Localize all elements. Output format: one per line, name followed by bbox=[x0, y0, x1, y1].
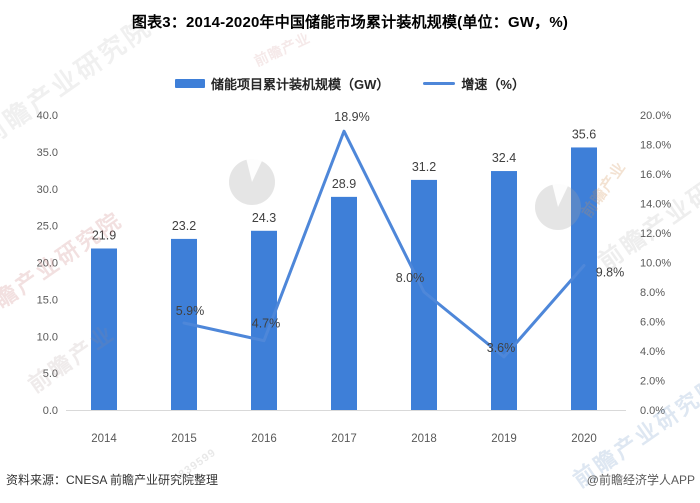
growth-rate-line bbox=[182, 129, 586, 359]
left-axis-tick-label: 10.0 bbox=[37, 331, 58, 343]
right-axis-tick-label: 2.0% bbox=[640, 376, 665, 388]
x-axis-label-2018: 2018 bbox=[411, 433, 437, 445]
x-axis-label-2014: 2014 bbox=[91, 433, 117, 445]
bar-label-2020: 35.6 bbox=[572, 127, 596, 141]
credit: @前瞻经济学人APP bbox=[586, 473, 695, 487]
left-axis-tick-label: 30.0 bbox=[37, 184, 58, 196]
bar-2017 bbox=[331, 196, 357, 410]
legend-item-growth-rate: 增速（%） bbox=[423, 74, 525, 93]
bar-label-2018: 31.2 bbox=[412, 160, 436, 174]
footer: 资料来源：CNESA 前瞻产业研究院整理 @前瞻经济学人APP bbox=[0, 471, 700, 488]
left-axis-tick-label: 40.0 bbox=[37, 110, 58, 122]
left-axis-tick-label: 35.0 bbox=[37, 147, 58, 159]
bar-label-2014: 21.9 bbox=[92, 228, 116, 242]
left-axis-tick-label: 5.0 bbox=[43, 368, 58, 380]
right-axis-tick-label: 18.0% bbox=[640, 140, 671, 152]
line-label-2015: 5.9% bbox=[176, 304, 205, 318]
left-axis-tick-label: 15.0 bbox=[37, 294, 58, 306]
left-axis-tick-label: 0.0 bbox=[43, 405, 58, 417]
right-axis-tick-label: 8.0% bbox=[640, 287, 665, 299]
bar-series-swatch-icon bbox=[175, 79, 206, 88]
legend-item-installed-capacity: 储能项目累计装机规模（GW） bbox=[175, 74, 389, 93]
bar-label-2019: 32.4 bbox=[492, 151, 516, 165]
legend: 储能项目累计装机规模（GW） 增速（%） bbox=[0, 74, 700, 93]
bar-label-2017: 28.9 bbox=[332, 177, 356, 191]
right-axis-tick-label: 4.0% bbox=[640, 346, 665, 358]
left-axis-tick-label: 20.0 bbox=[37, 258, 58, 270]
x-axis-label-2019: 2019 bbox=[491, 433, 517, 445]
legend-label-growth-rate: 增速（%） bbox=[461, 77, 525, 92]
line-label-2020: 9.8% bbox=[596, 265, 625, 279]
bar-2014 bbox=[91, 248, 117, 410]
right-axis-tick-label: 20.0% bbox=[640, 110, 671, 122]
bar-2018 bbox=[411, 179, 437, 410]
bar-2019 bbox=[491, 171, 517, 410]
x-axis-label-2015: 2015 bbox=[171, 433, 197, 445]
line-label-2018: 8.0% bbox=[396, 271, 425, 285]
legend-label-installed-capacity: 储能项目累计装机规模（GW） bbox=[211, 77, 390, 92]
bar-label-2016: 24.3 bbox=[252, 211, 276, 225]
x-axis-label-2020: 2020 bbox=[571, 433, 597, 445]
right-axis-tick-label: 10.0% bbox=[640, 258, 671, 270]
line-label-2017: 18.9% bbox=[334, 110, 369, 124]
chart-title: 图表3：2014-2020年中国储能市场累计装机规模(单位：GW，%) bbox=[131, 14, 569, 31]
line-label-2019: 3.6% bbox=[487, 341, 516, 355]
data-source: 资料来源：CNESA 前瞻产业研究院整理 bbox=[6, 473, 219, 487]
right-axis-tick-label: 12.0% bbox=[640, 228, 671, 240]
right-axis-tick-label: 0.0% bbox=[640, 405, 665, 417]
bar-2020 bbox=[571, 147, 597, 410]
line-label-2016: 4.7% bbox=[252, 317, 281, 331]
right-axis-tick-label: 6.0% bbox=[640, 317, 665, 329]
right-axis-tick-label: 14.0% bbox=[640, 199, 671, 211]
watermark-logo-notch bbox=[552, 182, 568, 207]
x-axis-label-2017: 2017 bbox=[331, 433, 357, 445]
bar-label-2015: 23.2 bbox=[172, 219, 196, 233]
watermark-logo-notch bbox=[246, 157, 262, 182]
line-series-swatch-icon bbox=[423, 82, 456, 85]
x-axis-label-2016: 2016 bbox=[251, 433, 277, 445]
right-axis-tick-label: 16.0% bbox=[640, 169, 671, 181]
left-axis-tick-label: 25.0 bbox=[37, 221, 58, 233]
